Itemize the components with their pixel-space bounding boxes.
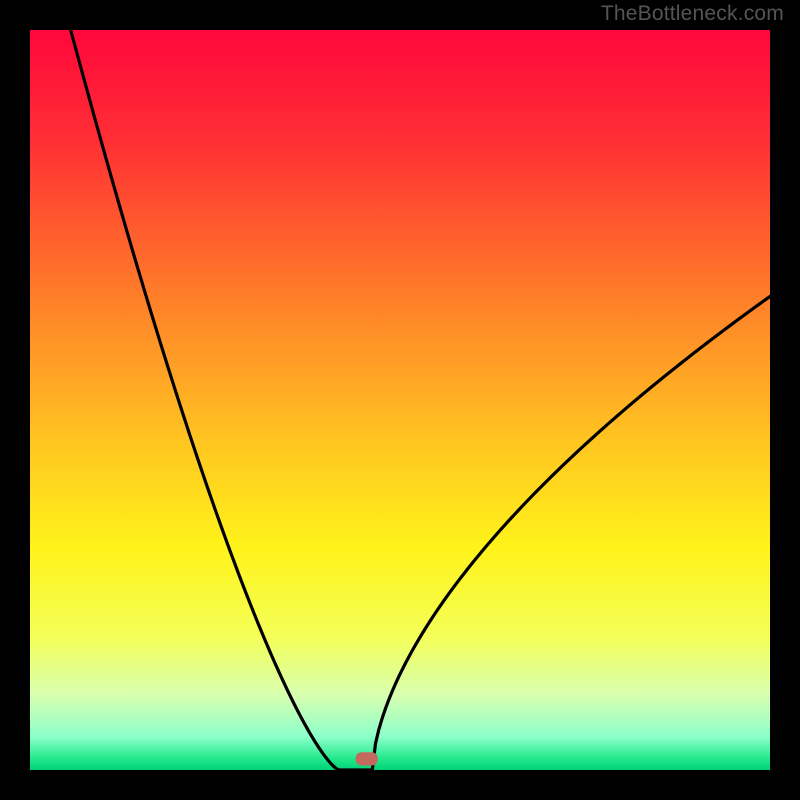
plot-background — [30, 30, 770, 770]
chart-stage: TheBottleneck.com — [0, 0, 800, 800]
min-marker — [356, 752, 378, 765]
chart-svg — [0, 0, 800, 800]
watermark-text: TheBottleneck.com — [601, 2, 784, 26]
